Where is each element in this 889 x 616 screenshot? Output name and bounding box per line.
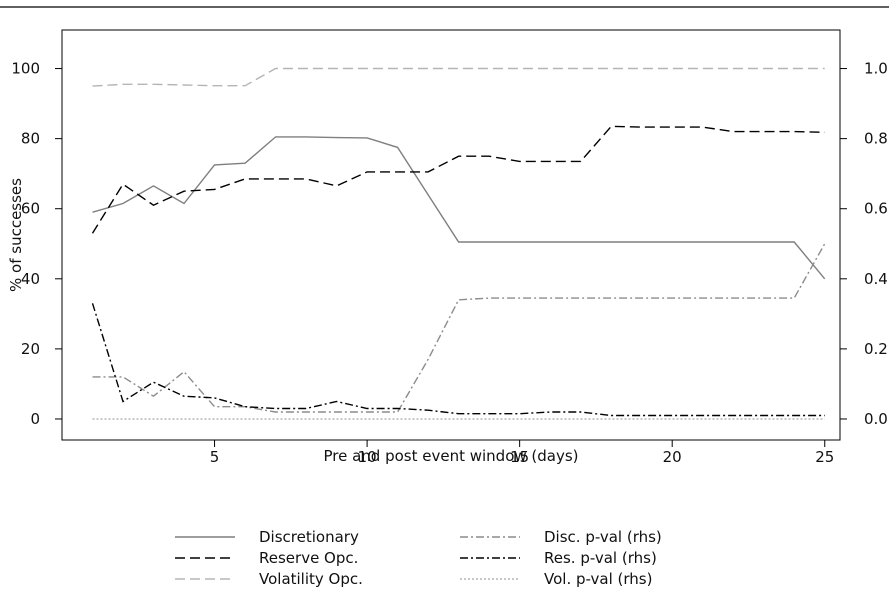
x-tick-label: 25 (815, 448, 834, 466)
series-lines (91, 67, 826, 420)
x-tick-label: 5 (210, 448, 220, 466)
x-axis-title: Pre and post event window (days) (323, 447, 578, 465)
legend-label: Disc. p-val (rhs) (544, 528, 662, 546)
series-line-res-p-val-rhs (91, 303, 825, 417)
legend-label: Res. p-val (rhs) (544, 549, 657, 567)
y-tick-label: 0 (30, 410, 40, 428)
y2-tick-label: 0.8 (864, 130, 888, 148)
series-line-volatility-opc (92, 67, 825, 87)
y-tick-label: 80 (21, 130, 40, 148)
legend-label: Discretionary (259, 528, 359, 546)
y-tick-label: 100 (11, 60, 40, 78)
series-line-disc-p-val-rhs (92, 243, 826, 413)
y2-tick-label: 0.4 (864, 270, 888, 288)
legend: Discretionary Reserve Opc. Volatility Opc.… (175, 528, 662, 588)
y2-tick-label: 0.0 (864, 410, 888, 428)
y2-tick-label: 0.6 (864, 200, 888, 218)
legend-label: Vol. p-val (rhs) (544, 570, 652, 588)
legend-label: Reserve Opc. (259, 549, 358, 567)
x-tick-label: 20 (663, 448, 682, 466)
y-tick-label: 60 (21, 200, 40, 218)
legend-label: Volatility Opc. (259, 570, 363, 588)
x-tick-label: 10 (358, 448, 377, 466)
y-axis-title: % of successes (7, 178, 25, 292)
y2-tick-label: 1.0 (864, 60, 888, 78)
series-line-reserve-opc (91, 125, 825, 234)
series-line-discretionary (92, 136, 826, 280)
y2-tick-label: 0.2 (864, 340, 888, 358)
y-tick-label: 20 (21, 340, 40, 358)
y-tick-label: 40 (21, 270, 40, 288)
axes: 5 10 15 20 25 0 20 40 60 80 100 0.0 0.2 0.4 0.6 0.8 1.0 (11, 60, 888, 466)
plot-frame (61, 29, 841, 441)
x-tick-label: 15 (510, 448, 529, 466)
